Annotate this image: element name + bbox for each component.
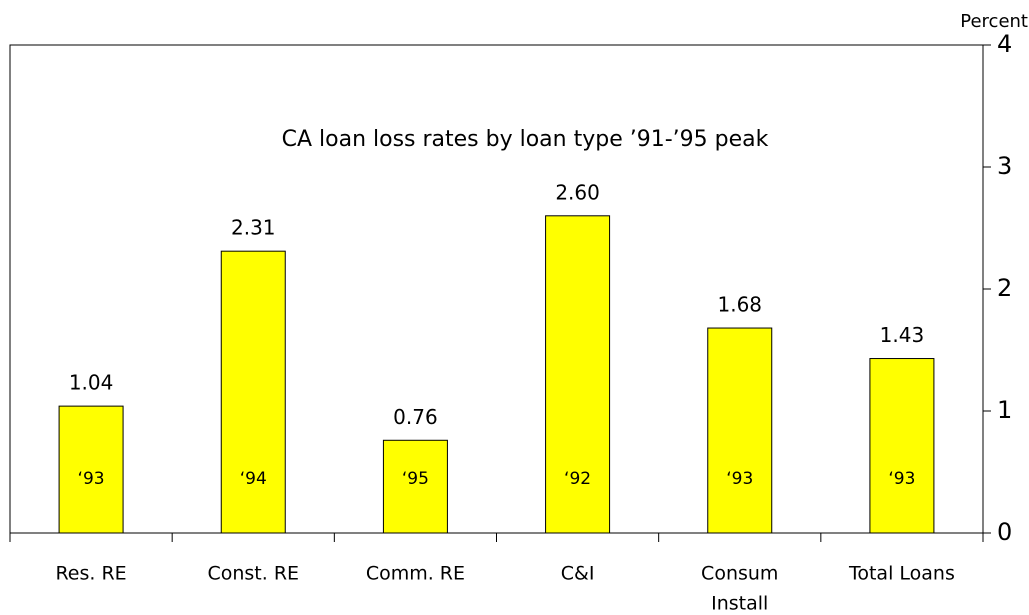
value-label: 1.68 <box>717 293 762 317</box>
y-tick-label: 0 <box>997 518 1012 546</box>
bar-annotation: ‘93 <box>726 469 753 489</box>
value-label: 1.43 <box>880 323 925 347</box>
x-tick-label: Consum <box>701 563 778 585</box>
x-tick-label: Install <box>711 593 768 615</box>
chart-title: CA loan loss rates by loan type ’91-’95 … <box>282 127 769 152</box>
y-tick-label: 1 <box>997 396 1012 424</box>
x-tick-label: Res. RE <box>55 563 126 585</box>
value-label: 0.76 <box>393 405 438 429</box>
x-tick-label: C&I <box>561 563 595 585</box>
bar <box>58 405 124 534</box>
y-tick-label: 3 <box>997 152 1012 180</box>
value-label: 2.60 <box>555 180 600 204</box>
bar-annotation: ‘93 <box>78 469 105 489</box>
value-label: 2.31 <box>231 216 276 240</box>
bar <box>707 327 773 534</box>
x-tick-label: Const. RE <box>207 563 299 585</box>
y-tick-label: 2 <box>997 274 1012 302</box>
bar-annotation: ‘95 <box>402 469 429 489</box>
x-tick-label: Comm. RE <box>366 563 465 585</box>
plot-frame <box>9 44 983 534</box>
bar <box>220 250 286 534</box>
x-tick-label: Total Loans <box>848 563 955 585</box>
bar <box>545 215 611 534</box>
y-axis-label: Percent <box>960 11 1028 32</box>
bar-annotation: ‘94 <box>240 469 267 489</box>
bar <box>382 439 448 534</box>
bar <box>869 358 935 534</box>
value-label: 1.04 <box>69 371 114 395</box>
bar-annotation: ‘92 <box>564 469 591 489</box>
y-tick-label: 4 <box>997 30 1012 58</box>
bar-annotation: ‘93 <box>888 469 915 489</box>
